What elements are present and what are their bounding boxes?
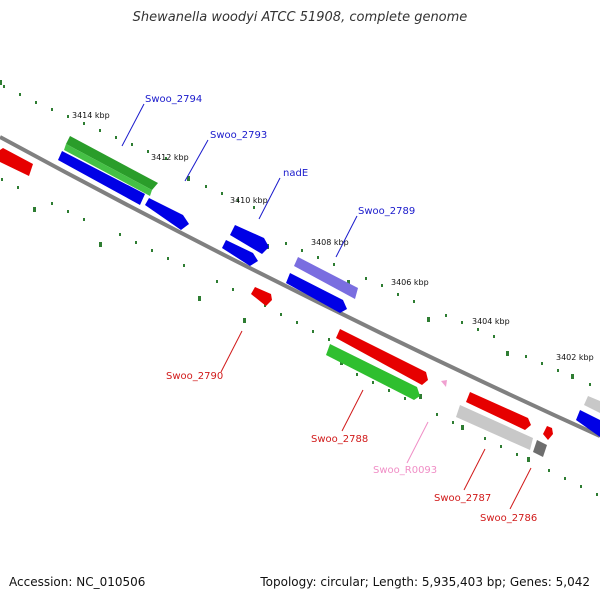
- gene-swoo-r0093: [441, 380, 447, 387]
- scale-label: 3406 kbp: [391, 278, 429, 287]
- gene-right-edge-blue: [576, 410, 600, 437]
- gene-label[interactable]: Swoo_2789: [358, 206, 415, 217]
- gene-gray-small: [533, 440, 547, 457]
- outer-tick-track: [0, 80, 591, 386]
- scale-label: 3412 kbp: [151, 153, 189, 162]
- reverse-genes: [0, 148, 553, 457]
- gene-label[interactable]: Swoo_2786: [480, 513, 537, 524]
- topology-text: Topology: circular; Length: 5,935,403 bp…: [260, 575, 590, 589]
- gene-swoo-2792: [230, 225, 269, 254]
- gene-label[interactable]: Swoo_R0093: [373, 465, 437, 476]
- scale-label: 3414 kbp: [72, 111, 110, 120]
- scale-label: 3408 kbp: [311, 238, 349, 247]
- gene-swoo-2788: [326, 344, 420, 400]
- gene-swoo-2787: [456, 405, 533, 450]
- inner-tick-track: [1, 178, 598, 496]
- gene-swoo-2794: [66, 136, 158, 190]
- gene-label[interactable]: Swoo_2788: [311, 434, 368, 445]
- gene-swoo-2789: [294, 257, 358, 299]
- scale-label: 3404 kbp: [472, 317, 510, 326]
- gene-label[interactable]: Swoo_2794: [145, 94, 202, 105]
- genome-title: Shewanella woodyi ATCC 51908, complete g…: [132, 10, 468, 25]
- gene-right-edge-gray: [584, 396, 600, 413]
- gene-swoo-2786: [543, 426, 553, 440]
- gene-swoo-2790: [251, 287, 272, 306]
- accession-text: Accession: NC_010506: [9, 575, 146, 589]
- scale-label: 3410 kbp: [230, 196, 268, 205]
- scale-labels: 3414 kbp 3412 kbp 3410 kbp 3408 kbp 3406…: [72, 111, 594, 362]
- gene-swoo-2793: [58, 151, 145, 205]
- gene-label[interactable]: Swoo_2790: [166, 371, 223, 382]
- gene-nade: [145, 198, 189, 230]
- scale-label: 3402 kbp: [556, 353, 594, 362]
- gene-label[interactable]: Swoo_2787: [434, 493, 491, 504]
- gene-swoo-2789b: [286, 273, 347, 313]
- gene-labels: Swoo_2794 Swoo_2793 nadE Swoo_2789 Swoo_…: [145, 94, 537, 524]
- gene-swoo-2788-red: [336, 329, 428, 385]
- gene-swoo-2791: [222, 240, 258, 266]
- gene-label[interactable]: Swoo_2793: [210, 130, 267, 141]
- gene-swoo-2794-face: [64, 144, 152, 196]
- label-leaders: [121, 103, 532, 510]
- gene-left-edge-red: [0, 148, 33, 176]
- forward-genes: [58, 136, 600, 437]
- gene-label[interactable]: nadE: [283, 168, 308, 179]
- genome-backbone: [0, 135, 600, 438]
- gene-swoo-2787-red: [466, 392, 531, 430]
